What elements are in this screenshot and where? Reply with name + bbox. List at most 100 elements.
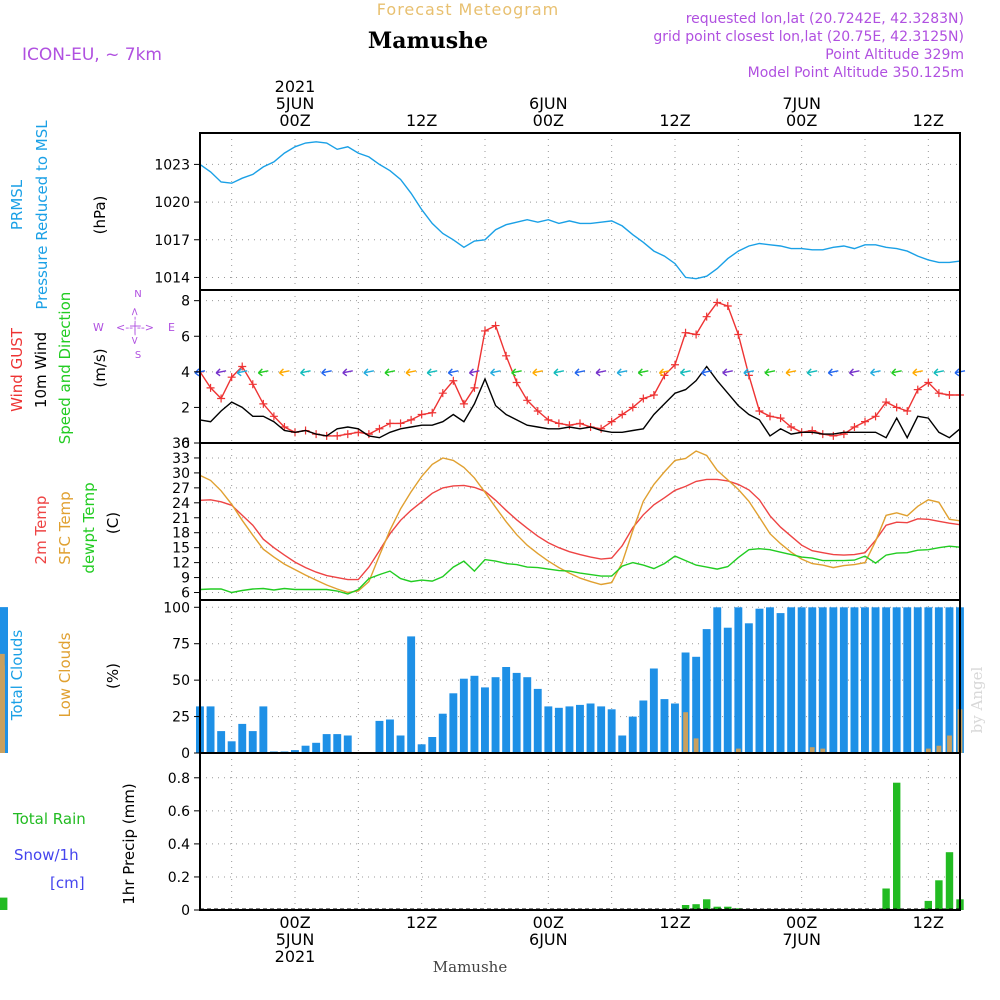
wind-direction-arrow — [257, 368, 269, 377]
precip-axis-label: 1hr Precip (mm) — [120, 783, 138, 904]
subtitle: Forecast Meteogram — [377, 0, 559, 19]
series-line-dewpt-temp — [199, 545, 961, 595]
gust-point — [892, 403, 901, 412]
time-label-top: 6JUN — [529, 94, 568, 113]
low-cloud-bar — [926, 748, 931, 753]
wind-10m-label: 10m Wind — [32, 332, 50, 408]
wind-direction-arrow — [532, 368, 543, 377]
y-tick-label: 15 — [172, 541, 190, 557]
y-tick-label: 8 — [181, 294, 190, 310]
wind-direction-arrow — [785, 368, 797, 377]
gust-point — [787, 422, 796, 431]
gust-point — [481, 326, 489, 335]
total-cloud-bar — [723, 627, 732, 753]
total-cloud-bar — [291, 750, 299, 753]
snow-unit-label: [cm] — [50, 874, 85, 892]
wind-dir-label: Speed and Direction — [56, 292, 74, 445]
y-tick-label: 0.4 — [168, 837, 190, 853]
pressure-label-desc: Pressure Reduced to MSL — [33, 120, 51, 310]
wind-direction-arrow — [743, 368, 755, 377]
total-cloud-bar — [818, 607, 827, 753]
gust-point — [459, 399, 468, 408]
panel-frame-pressure — [199, 132, 961, 291]
total-cloud-bar — [523, 677, 532, 753]
total-cloud-bar — [438, 713, 447, 753]
wind-direction-arrow — [384, 368, 396, 377]
wind-direction-arrow — [511, 368, 522, 377]
compass-s: S — [135, 350, 141, 361]
series-line-2m-temp — [199, 478, 961, 581]
total-cloud-bar — [227, 741, 236, 753]
total-cloud-bar — [713, 607, 722, 753]
y-tick-label: 0 — [181, 746, 190, 762]
y-tick-label: 1023 — [154, 157, 190, 173]
gust-point — [554, 419, 563, 428]
gust-point — [808, 426, 817, 435]
low-cloud-bar — [820, 748, 826, 753]
credit-watermark: by Angel — [968, 666, 986, 733]
time-label-top: 00Z — [786, 111, 817, 130]
y-tick-label: 1017 — [154, 233, 190, 249]
gust-point — [417, 410, 426, 419]
y-tick-label: 12 — [172, 556, 190, 572]
wind-arrow-icon — [468, 368, 480, 377]
wind-arrow-icon — [553, 368, 565, 377]
gust-point — [618, 410, 627, 419]
total-cloud-bar — [649, 668, 658, 753]
series-line-pressure — [199, 141, 961, 280]
wind-direction-arrow — [342, 368, 353, 377]
wind-direction-arrow — [300, 368, 311, 377]
low-cloud-bar — [936, 745, 942, 753]
y-tick-label: 36 — [172, 436, 190, 452]
y-tick-label: 0.8 — [168, 771, 190, 787]
total-cloud-bar — [734, 607, 743, 753]
gust-point — [248, 380, 257, 389]
wind-arrow-icon — [637, 368, 649, 377]
total-cloud-bar — [839, 607, 848, 753]
total-cloud-bar — [206, 706, 215, 753]
wind-arrow-icon — [785, 368, 797, 377]
wind-arrow-icon — [257, 368, 269, 377]
total-cloud-bar — [744, 623, 753, 753]
total-cloud-bar — [618, 735, 627, 753]
time-label-bottom: 5JUN — [276, 930, 315, 949]
total-cloud-bar — [692, 656, 701, 753]
compass-v: <--|--> — [128, 307, 141, 345]
time-label-bottom: 12Z — [406, 913, 437, 932]
total-cloud-bar — [375, 720, 384, 753]
wind-arrow-icon — [511, 368, 522, 377]
total-cloud-bar — [850, 607, 859, 753]
gust-point — [375, 424, 384, 433]
total-cloud-bar — [417, 744, 426, 753]
wind-direction-arrow — [405, 368, 417, 377]
wind-arrow-icon — [236, 368, 248, 377]
gust-point — [238, 362, 247, 371]
total-cloud-bar — [259, 706, 268, 753]
gust-point — [681, 328, 690, 337]
gust-point — [438, 389, 447, 398]
gust-point — [597, 424, 606, 433]
rain-bar — [692, 904, 700, 910]
rain-bar — [681, 905, 690, 910]
rain-bar — [935, 880, 943, 910]
low-cloud-bar — [0, 674, 5, 753]
low-cloud-bar — [693, 738, 699, 753]
wind-arrow-icon — [848, 368, 860, 377]
total-cloud-bar — [576, 704, 584, 753]
compass-rose: W E <--|--> <--|--> N S — [93, 289, 175, 361]
temp-sfc-label: SFC Temp — [56, 491, 74, 564]
tick-layer: 1014101710201023024686912151821242730333… — [154, 157, 200, 919]
total-cloud-bar — [470, 675, 479, 753]
time-label-bottom: 2021 — [275, 947, 316, 966]
wind-direction-arrow — [827, 368, 839, 377]
wind-arrow-icon — [447, 368, 459, 377]
total-cloud-bar — [459, 678, 468, 753]
low-cloud-bar — [947, 735, 952, 753]
total-cloud-bar — [343, 735, 352, 753]
total-cloud-bar — [396, 735, 405, 753]
total-cloud-bar — [681, 652, 690, 753]
gust-point — [333, 431, 342, 440]
gust-point — [407, 415, 416, 424]
rain-label: Total Rain — [12, 810, 86, 828]
